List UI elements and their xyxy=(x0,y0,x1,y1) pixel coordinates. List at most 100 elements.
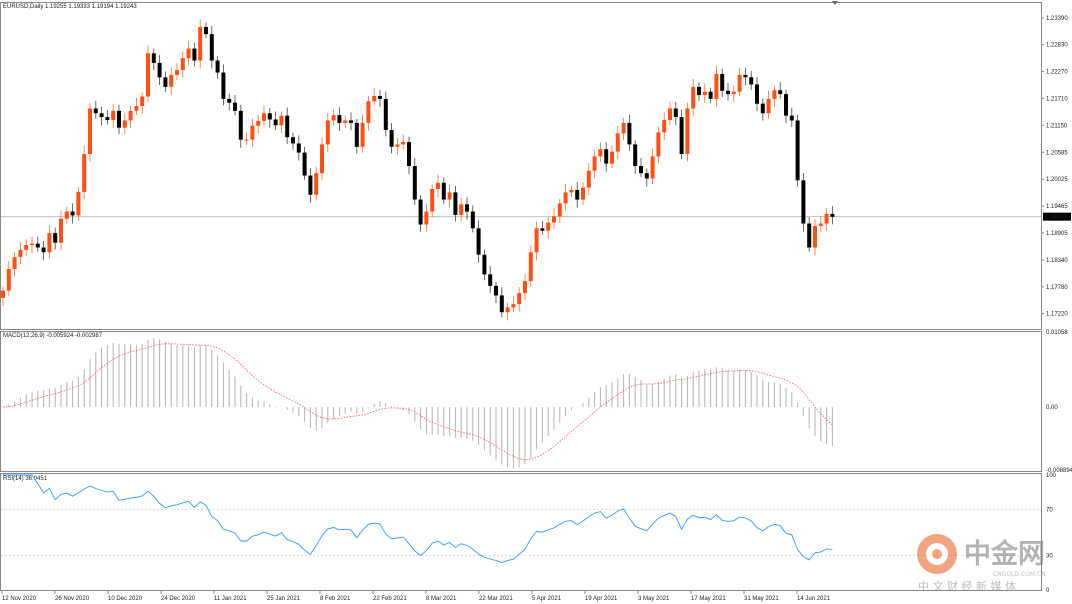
bear-candle xyxy=(383,98,388,131)
bear-candle xyxy=(308,175,313,195)
bear-candle xyxy=(407,142,411,166)
bear-candle xyxy=(238,110,243,140)
bull-candle xyxy=(731,91,736,95)
bull-candle xyxy=(314,173,319,195)
price-tick-label: 1.19465 xyxy=(1046,204,1068,210)
bull-candle xyxy=(372,96,377,102)
bear-candle xyxy=(441,182,446,200)
bull-candle xyxy=(615,133,620,152)
bull-candle xyxy=(1,290,5,298)
bull-candle xyxy=(430,189,435,212)
bear-candle xyxy=(418,199,423,225)
date-axis-layer: 12 Nov 2020 26 Nov 2020 10 Dec 2020 24 Dec … xyxy=(1,591,831,602)
bear-candle xyxy=(465,204,469,212)
bull-candle xyxy=(702,91,707,96)
bull-candle xyxy=(244,139,249,141)
bear-candle xyxy=(743,74,748,78)
date-tick-label: 24 Dec 2020 xyxy=(161,596,196,602)
price-tick-label: 1.20025 xyxy=(1046,177,1068,183)
bull-candle xyxy=(128,110,133,121)
bull-candle xyxy=(691,86,696,109)
bull-candle xyxy=(64,211,69,219)
bear-candle xyxy=(720,73,725,91)
bull-candle xyxy=(650,156,655,179)
bull-candle xyxy=(714,73,719,99)
bull-candle xyxy=(459,204,464,215)
bear-candle xyxy=(633,144,638,166)
bear-candle xyxy=(482,254,487,275)
bear-candle xyxy=(494,285,498,296)
price-tick-label: 1.22830 xyxy=(1046,43,1068,49)
bull-candle xyxy=(772,90,777,99)
bull-candle xyxy=(30,243,34,246)
bear-candle xyxy=(627,122,632,145)
bear-candle xyxy=(784,94,788,116)
date-tick-label: 3 May 2021 xyxy=(638,596,670,602)
bull-candle xyxy=(320,144,324,174)
bull-candle xyxy=(186,48,191,59)
date-tick-label: 14 Jun 2021 xyxy=(797,596,831,602)
chart-shift-marker[interactable] xyxy=(832,1,838,5)
bear-candle xyxy=(476,228,481,255)
bull-candle xyxy=(511,304,516,308)
macd-layer: 0.01058 0.00 -0.008894 xyxy=(2,330,1072,474)
macd-tick-label: 0.01058 xyxy=(1046,330,1068,336)
bear-candle xyxy=(789,115,794,121)
bull-candle xyxy=(668,108,672,120)
bear-candle xyxy=(708,91,713,99)
bull-candle xyxy=(88,108,92,155)
bear-candle xyxy=(163,77,168,87)
bull-candle xyxy=(24,245,29,250)
bull-candle xyxy=(598,149,603,157)
bull-candle xyxy=(122,120,127,128)
bull-candle xyxy=(552,216,556,223)
bear-candle xyxy=(389,130,394,147)
rsi-tick-label: 0 xyxy=(1046,588,1050,594)
date-tick-label: 22 Feb 2021 xyxy=(373,596,407,602)
date-tick-label: 25 Jan 2021 xyxy=(267,596,301,602)
bear-candle xyxy=(291,137,295,144)
macd-signal-line xyxy=(2,343,833,461)
bear-candle xyxy=(726,90,730,95)
bull-candle xyxy=(447,192,452,200)
date-tick-label: 8 Mar 2021 xyxy=(426,596,457,602)
macd-label: MACD(12,26,9) -0.005924 -0.002987 xyxy=(3,333,103,339)
macd-tick-label: 0.00 xyxy=(1046,405,1058,411)
bull-candle xyxy=(610,151,614,164)
date-tick-label: 31 May 2021 xyxy=(744,596,779,602)
bear-candle xyxy=(795,120,800,181)
bull-candle xyxy=(581,187,585,200)
bull-candle xyxy=(592,156,597,171)
bull-candle xyxy=(766,98,771,114)
bear-candle xyxy=(215,60,220,73)
bear-candle xyxy=(157,62,162,78)
bull-candle xyxy=(47,233,52,253)
price-tick-label: 1.21150 xyxy=(1046,123,1068,129)
date-tick-label: 12 Nov 2020 xyxy=(2,596,37,602)
bear-candle xyxy=(679,117,684,155)
price-tick-label: 1.22270 xyxy=(1046,70,1068,76)
bull-candle xyxy=(360,122,365,147)
bear-candle xyxy=(296,143,301,153)
bull-candle xyxy=(256,120,261,126)
date-tick-label: 11 Jan 2021 xyxy=(214,596,247,602)
bull-candle xyxy=(175,70,179,75)
bear-candle xyxy=(99,113,104,118)
rsi-layer: 100 70 30 0 xyxy=(1,473,1057,594)
bear-candle xyxy=(604,149,609,164)
watermark-url: CNGOLD.COM.CN xyxy=(993,571,1046,578)
bull-candle xyxy=(169,74,174,87)
bear-candle xyxy=(337,115,342,123)
bull-candle xyxy=(76,191,81,216)
bull-candle xyxy=(563,192,568,204)
bull-candle xyxy=(557,203,562,217)
bull-candle xyxy=(18,249,23,258)
bear-candle xyxy=(644,173,649,179)
price-tick-label: 1.18905 xyxy=(1046,231,1068,237)
bull-candle xyxy=(140,96,145,107)
bear-candle xyxy=(807,223,812,248)
bull-candle xyxy=(424,211,429,225)
bear-candle xyxy=(575,189,580,200)
bear-candle xyxy=(117,110,121,128)
bull-candle xyxy=(656,132,661,157)
